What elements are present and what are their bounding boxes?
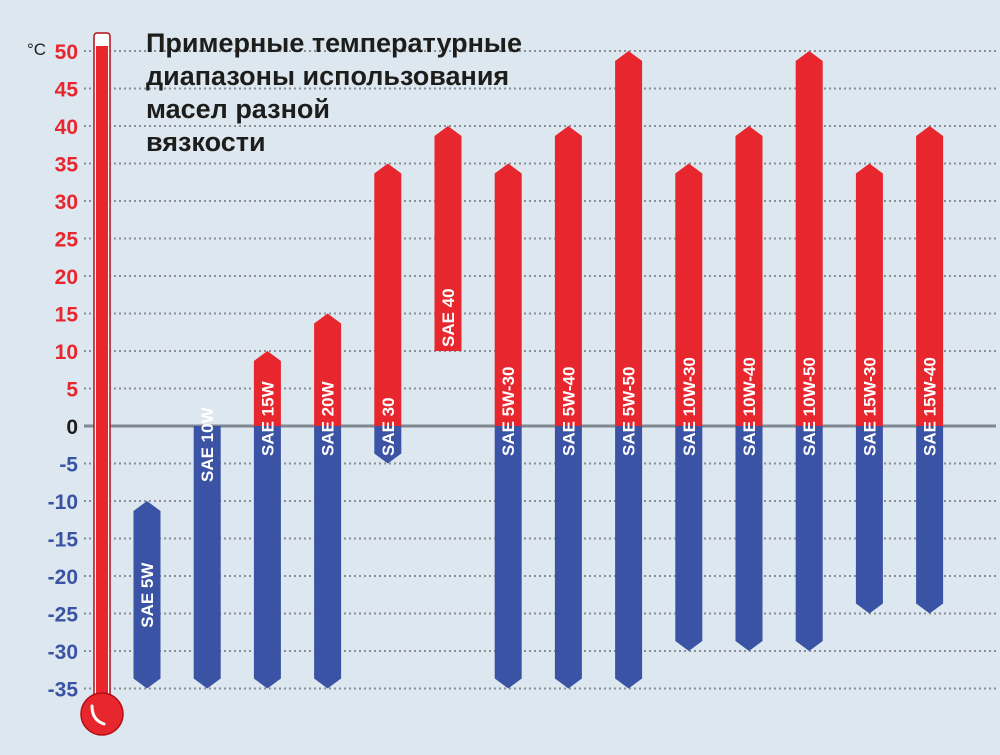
range-bar: SAE 15W — [253, 351, 281, 689]
bar-cold-segment — [855, 426, 883, 614]
bar-cold-segment — [554, 426, 582, 689]
chart-title-line: масел разной — [146, 94, 330, 124]
range-bar: SAE 10W-30 — [675, 163, 703, 651]
y-tick-label: -15 — [48, 529, 79, 552]
bar-warm-segment — [434, 126, 462, 351]
y-tick-label: 50 — [55, 41, 78, 64]
bar-warm-segment — [735, 126, 763, 426]
y-tick-label: 20 — [55, 266, 78, 289]
bar-label: SAE 10W — [198, 406, 217, 482]
bar-label: SAE 30 — [379, 397, 398, 456]
range-bar: SAE 10W-40 — [735, 126, 763, 651]
bar-label: SAE 20W — [319, 380, 338, 456]
bar-warm-segment — [615, 51, 643, 426]
y-axis-unit: °C — [27, 40, 46, 59]
bar-warm-segment — [374, 163, 402, 426]
bar-cold-segment — [675, 426, 703, 651]
chart-title-line: диапазоны использования — [146, 61, 509, 91]
y-tick-label: -20 — [48, 566, 78, 589]
grid-layer — [84, 50, 996, 690]
bar-warm-segment — [855, 163, 883, 426]
bar-cold-segment — [133, 501, 161, 689]
y-tick-label: 5 — [66, 379, 78, 402]
bar-cold-segment — [253, 426, 281, 689]
thermometer — [80, 32, 124, 736]
bar-label: SAE 5W — [138, 562, 157, 628]
y-tick-label: 25 — [55, 229, 79, 252]
bar-label: SAE 5W-40 — [559, 367, 578, 456]
y-tick-label: -10 — [48, 491, 78, 514]
y-tick-label: 45 — [55, 79, 79, 102]
range-bar: SAE 30 — [374, 163, 402, 464]
y-axis: °C 50454035302520151050-5-10-15-20-25-30-… — [27, 40, 78, 702]
bar-cold-segment — [735, 426, 763, 651]
range-bar: SAE 20W — [314, 313, 342, 689]
y-tick-label: -5 — [59, 454, 78, 477]
range-bar: SAE 15W-30 — [855, 163, 883, 614]
range-bar: SAE 5W-30 — [494, 163, 522, 689]
bar-warm-segment — [314, 313, 342, 426]
thermometer-highlight — [90, 704, 106, 726]
bar-cold-segment — [615, 426, 643, 689]
bar-label: SAE 15W-40 — [921, 357, 940, 456]
bar-cold-segment — [916, 426, 944, 614]
bar-warm-segment — [675, 163, 703, 426]
y-tick-label: 30 — [55, 191, 78, 214]
y-tick-label: 15 — [55, 304, 79, 327]
range-bar: SAE 10W — [193, 406, 221, 689]
range-bar: SAE 15W-40 — [916, 126, 944, 614]
chart-title-line: вязкости — [146, 127, 266, 157]
y-tick-label: 40 — [55, 116, 78, 139]
bar-cold-segment — [374, 426, 402, 464]
bar-warm-segment — [795, 51, 823, 426]
y-tick-label: -35 — [48, 679, 79, 702]
thermometer-bulb — [80, 692, 124, 736]
bars-layer: SAE 5W SAE 10W SAE 15W SAE 20W SAE 30 SAE 40 S… — [133, 51, 944, 689]
bar-label: SAE 5W-30 — [499, 367, 518, 456]
chart-title-line: Примерные температурные — [146, 28, 522, 58]
bar-cold-segment — [193, 426, 221, 689]
range-bar: SAE 5W — [133, 501, 161, 689]
bar-cold-segment — [314, 426, 342, 689]
range-bar: SAE 5W-50 — [615, 51, 643, 689]
bar-label: SAE 10W-50 — [800, 357, 819, 456]
bar-warm-segment — [554, 126, 582, 426]
range-bar: SAE 5W-40 — [554, 126, 582, 689]
bar-label: SAE 10W-40 — [740, 357, 759, 456]
y-tick-label: 10 — [55, 341, 78, 364]
bar-label: SAE 15W-30 — [860, 357, 879, 456]
bar-warm-segment — [494, 163, 522, 426]
y-tick-label: -30 — [48, 641, 78, 664]
bar-label: SAE 10W-30 — [680, 357, 699, 456]
bar-label: SAE 15W — [258, 380, 277, 456]
y-tick-label: 35 — [55, 154, 79, 177]
bar-label: SAE 40 — [439, 288, 458, 347]
range-bar: SAE 10W-50 — [795, 51, 823, 651]
bar-cold-segment — [795, 426, 823, 651]
range-bar: SAE 40 — [434, 126, 462, 351]
bar-cold-segment — [494, 426, 522, 689]
bar-label: SAE 5W-50 — [620, 367, 639, 456]
bar-warm-segment — [916, 126, 944, 426]
y-tick-label: 0 — [66, 416, 78, 439]
y-tick-label: -25 — [48, 604, 79, 627]
bar-warm-segment — [253, 351, 281, 426]
thermometer-mercury — [96, 46, 108, 711]
